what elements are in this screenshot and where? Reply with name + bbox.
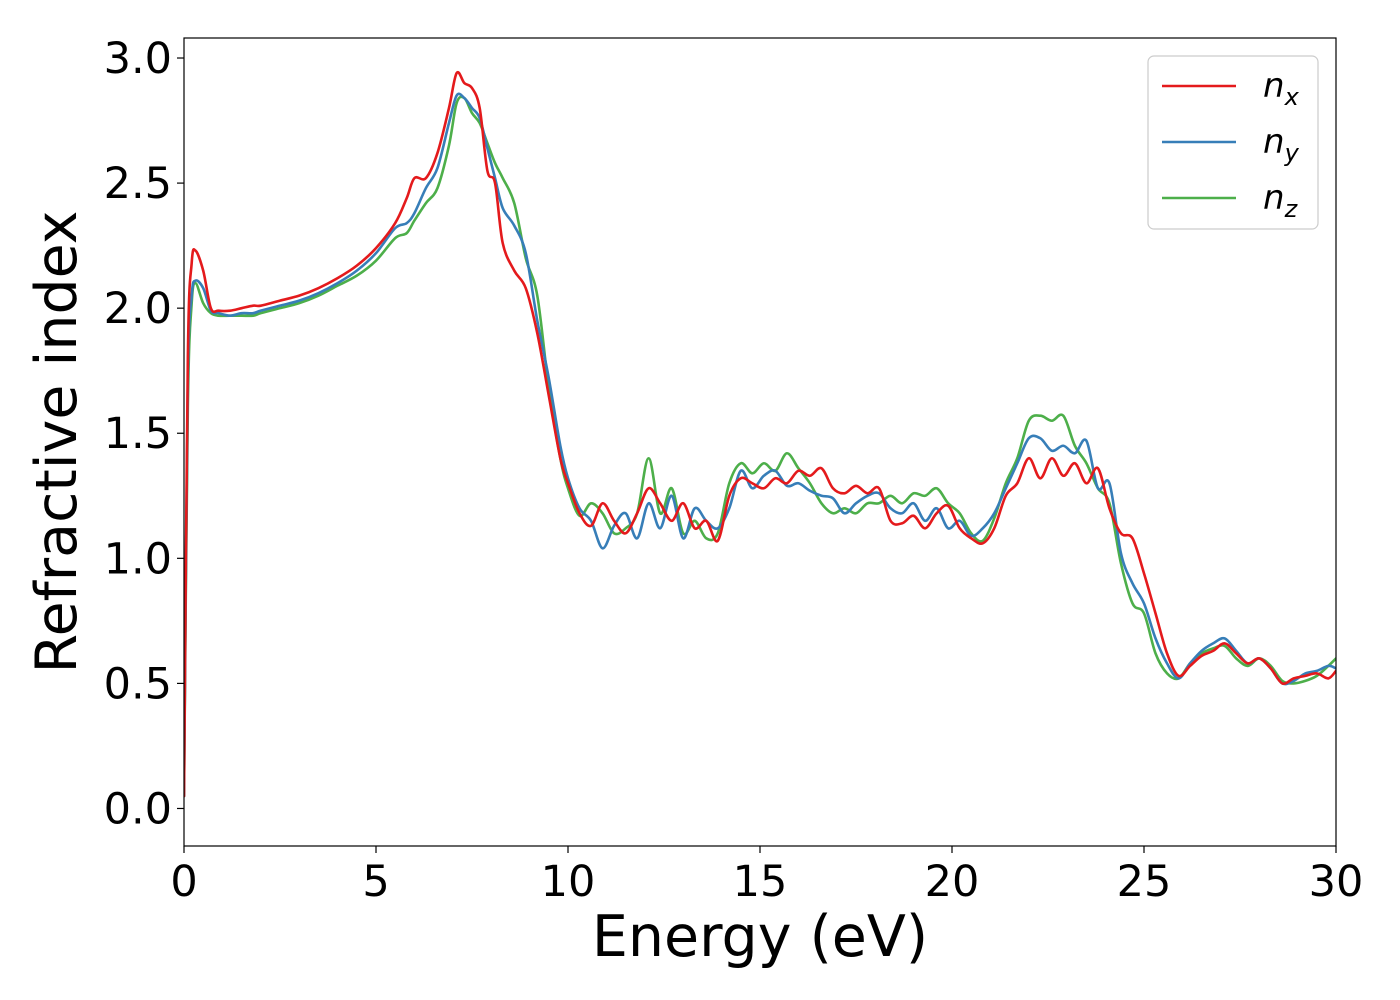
legend-label-subscript: x (1284, 83, 1300, 111)
y-tick-label: 2.5 (104, 159, 172, 209)
plot-background (184, 38, 1336, 846)
series-line-ny (184, 92, 1336, 798)
x-axis-title: Energy (eV) (592, 904, 928, 970)
series-line-nz (184, 95, 1336, 798)
x-tick-label: 0 (170, 857, 197, 907)
series-layer (184, 70, 1336, 798)
y-tick-label: 0.5 (104, 659, 172, 709)
legend-label-ny: ny (1263, 122, 1300, 167)
legend-label-subscript: z (1284, 195, 1299, 223)
y-axis-title: Refractive index (24, 211, 90, 674)
legend-label-nx: nx (1263, 66, 1300, 111)
legend-label-base: n (1263, 178, 1285, 218)
x-tick-label: 15 (733, 857, 788, 907)
x-tick-label: 25 (1117, 857, 1172, 907)
y-tick-label: 2.0 (104, 284, 172, 334)
y-tick-label: 3.0 (104, 34, 172, 84)
legend-label-nz: nz (1263, 178, 1299, 223)
y-axis-ticks: 0.0 0.5 1.0 1.5 2.0 2.5 3.0 (104, 34, 184, 834)
y-tick-label: 1.0 (104, 534, 172, 584)
x-tick-label: 10 (541, 857, 596, 907)
y-tick-label: 0.0 (104, 784, 172, 834)
x-tick-label: 20 (925, 857, 980, 907)
legend-label-subscript: y (1284, 139, 1300, 167)
legend-label-base: n (1263, 122, 1285, 162)
x-tick-label: 5 (362, 857, 389, 907)
legend-label-base: n (1263, 66, 1285, 106)
y-tick-label: 1.5 (104, 409, 172, 459)
x-tick-label: 30 (1309, 857, 1364, 907)
x-axis-ticks: 0 5 10 15 20 25 30 (170, 846, 1363, 907)
series-line-nx (184, 70, 1336, 798)
